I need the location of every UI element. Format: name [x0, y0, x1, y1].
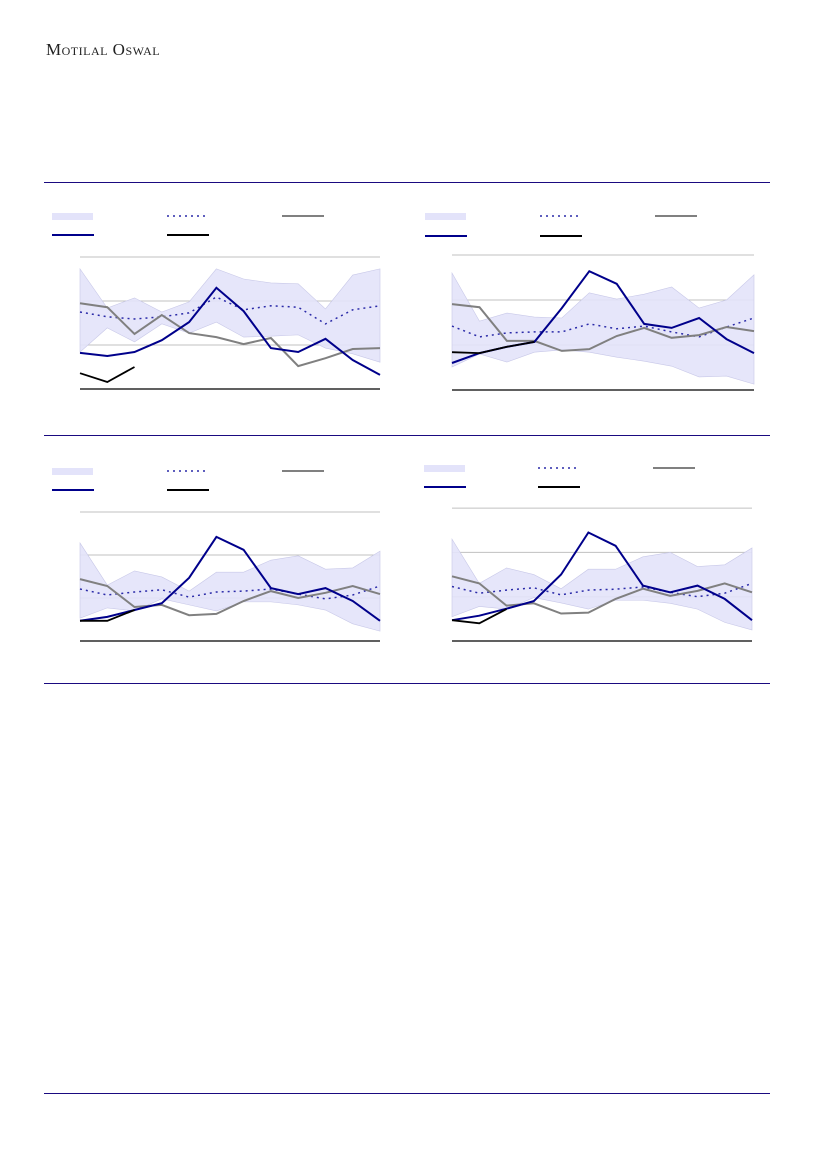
range-band	[451, 271, 755, 385]
legend	[52, 213, 324, 236]
gray-series-line	[79, 578, 381, 617]
chart-3	[52, 468, 381, 642]
black-series-line	[80, 609, 135, 622]
section-divider	[44, 435, 770, 436]
header-rule	[44, 182, 770, 183]
black-series-line	[79, 366, 135, 383]
black-series-line	[451, 608, 507, 625]
gray-series-line	[451, 575, 753, 615]
footer-rule	[44, 1093, 770, 1094]
legend	[425, 213, 697, 237]
range-band	[451, 538, 753, 631]
navy-series-line	[79, 286, 381, 376]
legend-band-swatch	[52, 213, 93, 220]
gray-series-line	[79, 302, 381, 368]
section-divider	[44, 683, 770, 684]
range-band	[79, 267, 381, 363]
legend-band-swatch	[425, 213, 466, 220]
range-band	[79, 541, 381, 632]
legend-band-swatch	[424, 465, 465, 472]
dotted-average-line	[79, 296, 381, 325]
dotted-average-line	[451, 582, 753, 598]
company-logo: Motilal Oswal	[46, 40, 161, 59]
chart-1	[52, 213, 381, 390]
legend	[424, 465, 695, 488]
navy-series-line	[451, 531, 753, 622]
legend-band-swatch	[52, 468, 93, 475]
dotted-average-line	[79, 585, 381, 600]
chart-4	[424, 465, 753, 642]
legend	[52, 468, 324, 491]
chart-2	[425, 213, 755, 391]
gray-series-line	[451, 303, 755, 352]
black-series-line	[451, 341, 535, 355]
